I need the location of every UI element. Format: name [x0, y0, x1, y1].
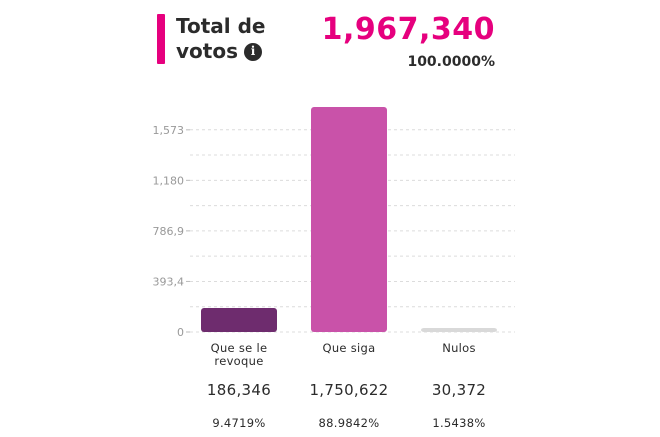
chart-title: Total de votos i — [176, 14, 265, 64]
y-tick-label: 1,180 — [153, 174, 185, 187]
title-line-1: Total de — [176, 14, 266, 38]
bar-2[interactable] — [421, 328, 497, 332]
bar-0[interactable] — [201, 308, 277, 332]
value-label: 30,372 — [431, 381, 487, 399]
percent-label: 9.4719% — [212, 416, 266, 430]
total-votes: 1,967,340 — [321, 12, 495, 47]
category-label: Que se le revoque — [210, 341, 268, 368]
info-icon[interactable]: i — [243, 42, 262, 61]
percent-label: 1.5438% — [432, 416, 486, 430]
value-label: 186,346 — [206, 381, 272, 399]
y-tick-label: 0 — [177, 326, 184, 339]
y-tick-label: 393,4 — [153, 275, 185, 288]
category-label: Que siga — [322, 341, 376, 355]
percent-label: 88.9842% — [318, 416, 380, 430]
title-accent-bar — [157, 14, 165, 64]
value-label: 1,750,622 — [309, 381, 389, 399]
total-percent: 100.0000% — [407, 54, 495, 70]
title-line-2: votos — [176, 39, 238, 63]
y-tick-label: 786,9 — [153, 225, 185, 238]
y-tick-label: 1,573 — [153, 124, 185, 137]
category-label: Nulos — [442, 341, 476, 355]
bar-1[interactable] — [311, 107, 387, 332]
